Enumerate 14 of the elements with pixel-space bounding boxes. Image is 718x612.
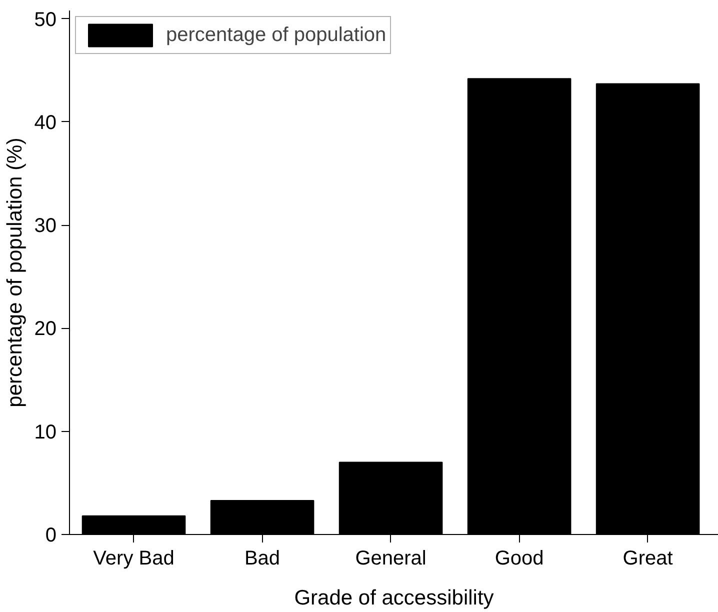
y-tick-label: 20	[34, 318, 57, 340]
y-tick-label: 10	[34, 421, 57, 444]
x-tick-label: Great	[622, 548, 674, 570]
y-axis-title: percentage of population (%)	[3, 138, 26, 408]
legend-label: percentage of population	[166, 24, 386, 46]
x-tick-label: General	[355, 548, 426, 570]
x-tick-label: Bad	[244, 548, 280, 570]
y-tick-label: 30	[34, 215, 57, 238]
y-tick-label: 50	[34, 8, 57, 31]
x-axis-title: Grade of accessibility	[294, 586, 494, 610]
y-tick-label: 40	[34, 112, 57, 134]
x-tick-label: Very Bad	[93, 548, 174, 570]
y-tick-label: 0	[45, 524, 56, 546]
x-tick-label: Good	[494, 548, 544, 570]
